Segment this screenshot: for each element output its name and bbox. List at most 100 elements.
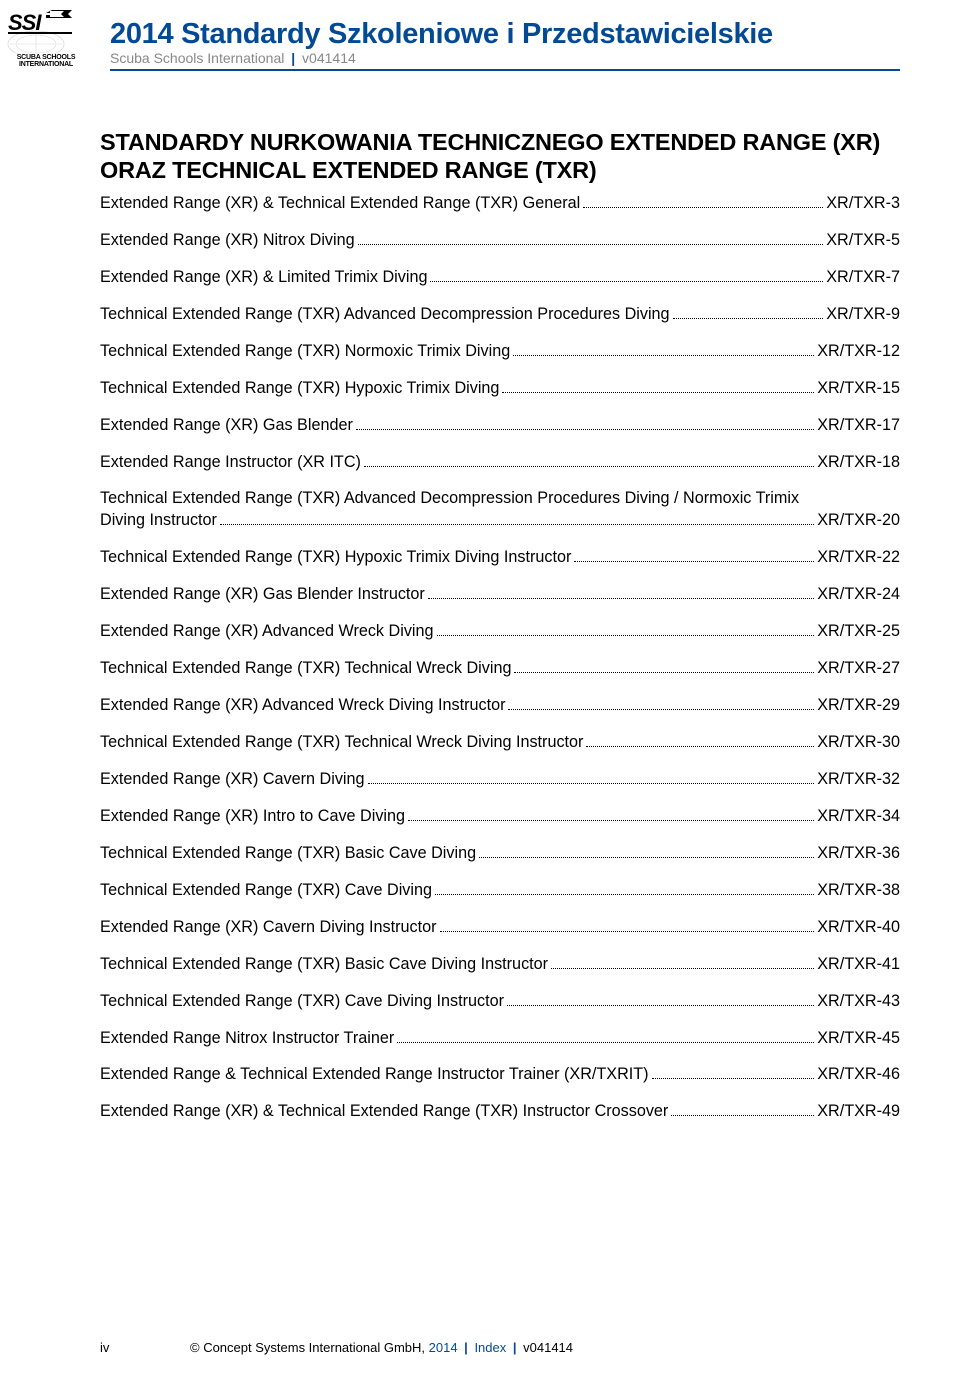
toc-leader [397,1027,814,1043]
toc-label: Extended Range (XR) Cavern Diving [100,769,365,791]
toc-page: XR/TXR-20 [817,510,900,532]
version: v041414 [302,50,356,66]
svg-text:SSI: SSI [8,10,42,35]
toc-page: XR/TXR-32 [817,769,900,791]
toc-label: Extended Range Nitrox Instructor Trainer [100,1028,394,1050]
toc-leader [673,303,824,319]
toc-entry: Technical Extended Range (TXR) Advanced … [100,488,900,532]
section-heading: STANDARDY NURKOWANIA TECHNICZNEGO EXTEND… [100,129,900,184]
toc-page: XR/TXR-9 [826,304,900,326]
footer-section: Index [474,1340,506,1355]
toc-entry: Extended Range & Technical Extended Rang… [100,1064,900,1086]
page-footer: iv © Concept Systems International GmbH,… [100,1340,900,1355]
toc-entry: Extended Range (XR) Advanced Wreck Divin… [100,621,900,643]
toc-entry: Technical Extended Range (TXR) Basic Cav… [100,953,900,975]
toc-page: XR/TXR-7 [826,267,900,289]
toc-label: Technical Extended Range (TXR) Technical… [100,732,583,754]
toc-label: Extended Range (XR) Cavern Diving Instru… [100,917,437,939]
toc-label: Extended Range (XR) & Technical Extended… [100,193,580,215]
toc-page: XR/TXR-5 [826,230,900,252]
toc-entry: Extended Range (XR) Advanced Wreck Divin… [100,694,900,716]
org-name: Scuba Schools International [110,50,284,66]
table-of-contents: Extended Range (XR) & Technical Extended… [100,192,900,1123]
toc-label: Extended Range (XR) & Technical Extended… [100,1101,668,1123]
toc-leader [583,192,823,208]
toc-page: XR/TXR-15 [817,378,900,400]
toc-label: Technical Extended Range (TXR) Basic Cav… [100,954,548,976]
toc-entry: Extended Range (XR) Gas BlenderXR/TXR-17 [100,414,900,436]
toc-leader [507,990,814,1006]
toc-leader [586,731,814,747]
toc-entry: Extended Range (XR) & Technical Extended… [100,1101,900,1123]
toc-label: Technical Extended Range (TXR) Technical… [100,658,511,680]
logo-caption: SCUBA SCHOOLS INTERNATIONAL [6,54,86,69]
toc-page: XR/TXR-40 [817,917,900,939]
toc-leader [671,1101,814,1117]
toc-entry: Extended Range (XR) Intro to Cave Diving… [100,805,900,827]
toc-label: Extended Range (XR) & Limited Trimix Div… [100,267,427,289]
toc-label: Technical Extended Range (TXR) Cave Divi… [100,991,504,1013]
toc-page: XR/TXR-29 [817,695,900,717]
footer-bar-1: | [461,1340,471,1355]
toc-label: Extended Range (XR) Advanced Wreck Divin… [100,621,434,643]
toc-entry: Extended Range Nitrox Instructor Trainer… [100,1027,900,1049]
toc-entry: Technical Extended Range (TXR) Advanced … [100,303,900,325]
logo-caption-line2: INTERNATIONAL [19,61,73,68]
toc-leader [364,451,814,467]
toc-page: XR/TXR-22 [817,547,900,569]
toc-page: XR/TXR-25 [817,621,900,643]
toc-leader [356,414,814,430]
separator-bar: | [288,50,298,66]
toc-page: XR/TXR-41 [817,954,900,976]
toc-page: XR/TXR-12 [817,341,900,363]
toc-page: XR/TXR-30 [817,732,900,754]
logo-caption-line1: SCUBA SCHOOLS [17,54,76,61]
toc-label: Technical Extended Range (TXR) Hypoxic T… [100,547,571,569]
page-number: iv [100,1340,190,1355]
toc-page: XR/TXR-43 [817,991,900,1013]
ssi-logo: SSI SCUBA SCHOOLS INTERNATIONAL [6,6,86,69]
toc-page: XR/TXR-36 [817,843,900,865]
copyright-year: 2014 [429,1340,458,1355]
toc-entry: Technical Extended Range (TXR) Technical… [100,658,900,680]
subtitle: Scuba Schools International | v041414 [110,50,900,71]
toc-leader [514,658,814,674]
toc-entry: Technical Extended Range (TXR) Hypoxic T… [100,547,900,569]
toc-page: XR/TXR-46 [817,1064,900,1086]
toc-entry: Extended Range (XR) & Limited Trimix Div… [100,266,900,288]
toc-leader [502,377,814,393]
copyright-text: © Concept Systems International GmbH, [190,1340,429,1355]
header-block: 2014 Standardy Szkoleniowe i Przedstawic… [110,18,900,71]
toc-label: Extended Range (XR) Gas Blender Instruct… [100,584,425,606]
toc-label: Diving Instructor [100,510,217,532]
footer-version: v041414 [523,1340,573,1355]
toc-page: XR/TXR-45 [817,1028,900,1050]
toc-leader [430,266,823,282]
toc-label: Extended Range Instructor (XR ITC) [100,452,361,474]
toc-page: XR/TXR-24 [817,584,900,606]
toc-leader [652,1064,815,1080]
title-rest: Standardy Szkoleniowe i Przedstawicielsk… [173,18,773,50]
toc-page: XR/TXR-49 [817,1101,900,1123]
toc-leader [508,694,814,710]
toc-label: Technical Extended Range (TXR) Hypoxic T… [100,378,499,400]
toc-entry: Technical Extended Range (TXR) Cave Divi… [100,990,900,1012]
toc-leader [435,879,814,895]
toc-entry: Technical Extended Range (TXR) Hypoxic T… [100,377,900,399]
toc-leader [408,805,814,821]
toc-leader [479,842,814,858]
toc-leader [220,510,814,526]
toc-leader [513,340,814,356]
footer-bar-2: | [510,1340,520,1355]
toc-entry: Extended Range Instructor (XR ITC)XR/TXR… [100,451,900,473]
toc-page: XR/TXR-38 [817,880,900,902]
toc-label: Extended Range (XR) Intro to Cave Diving [100,806,405,828]
toc-label: Extended Range & Technical Extended Rang… [100,1064,649,1086]
toc-label: Technical Extended Range (TXR) Basic Cav… [100,843,476,865]
toc-page: XR/TXR-3 [826,193,900,215]
toc-leader [368,768,815,784]
toc-label: Technical Extended Range (TXR) Cave Divi… [100,880,432,902]
toc-entry: Extended Range (XR) Gas Blender Instruct… [100,584,900,606]
toc-leader [428,584,814,600]
toc-label: Technical Extended Range (TXR) Normoxic … [100,341,510,363]
